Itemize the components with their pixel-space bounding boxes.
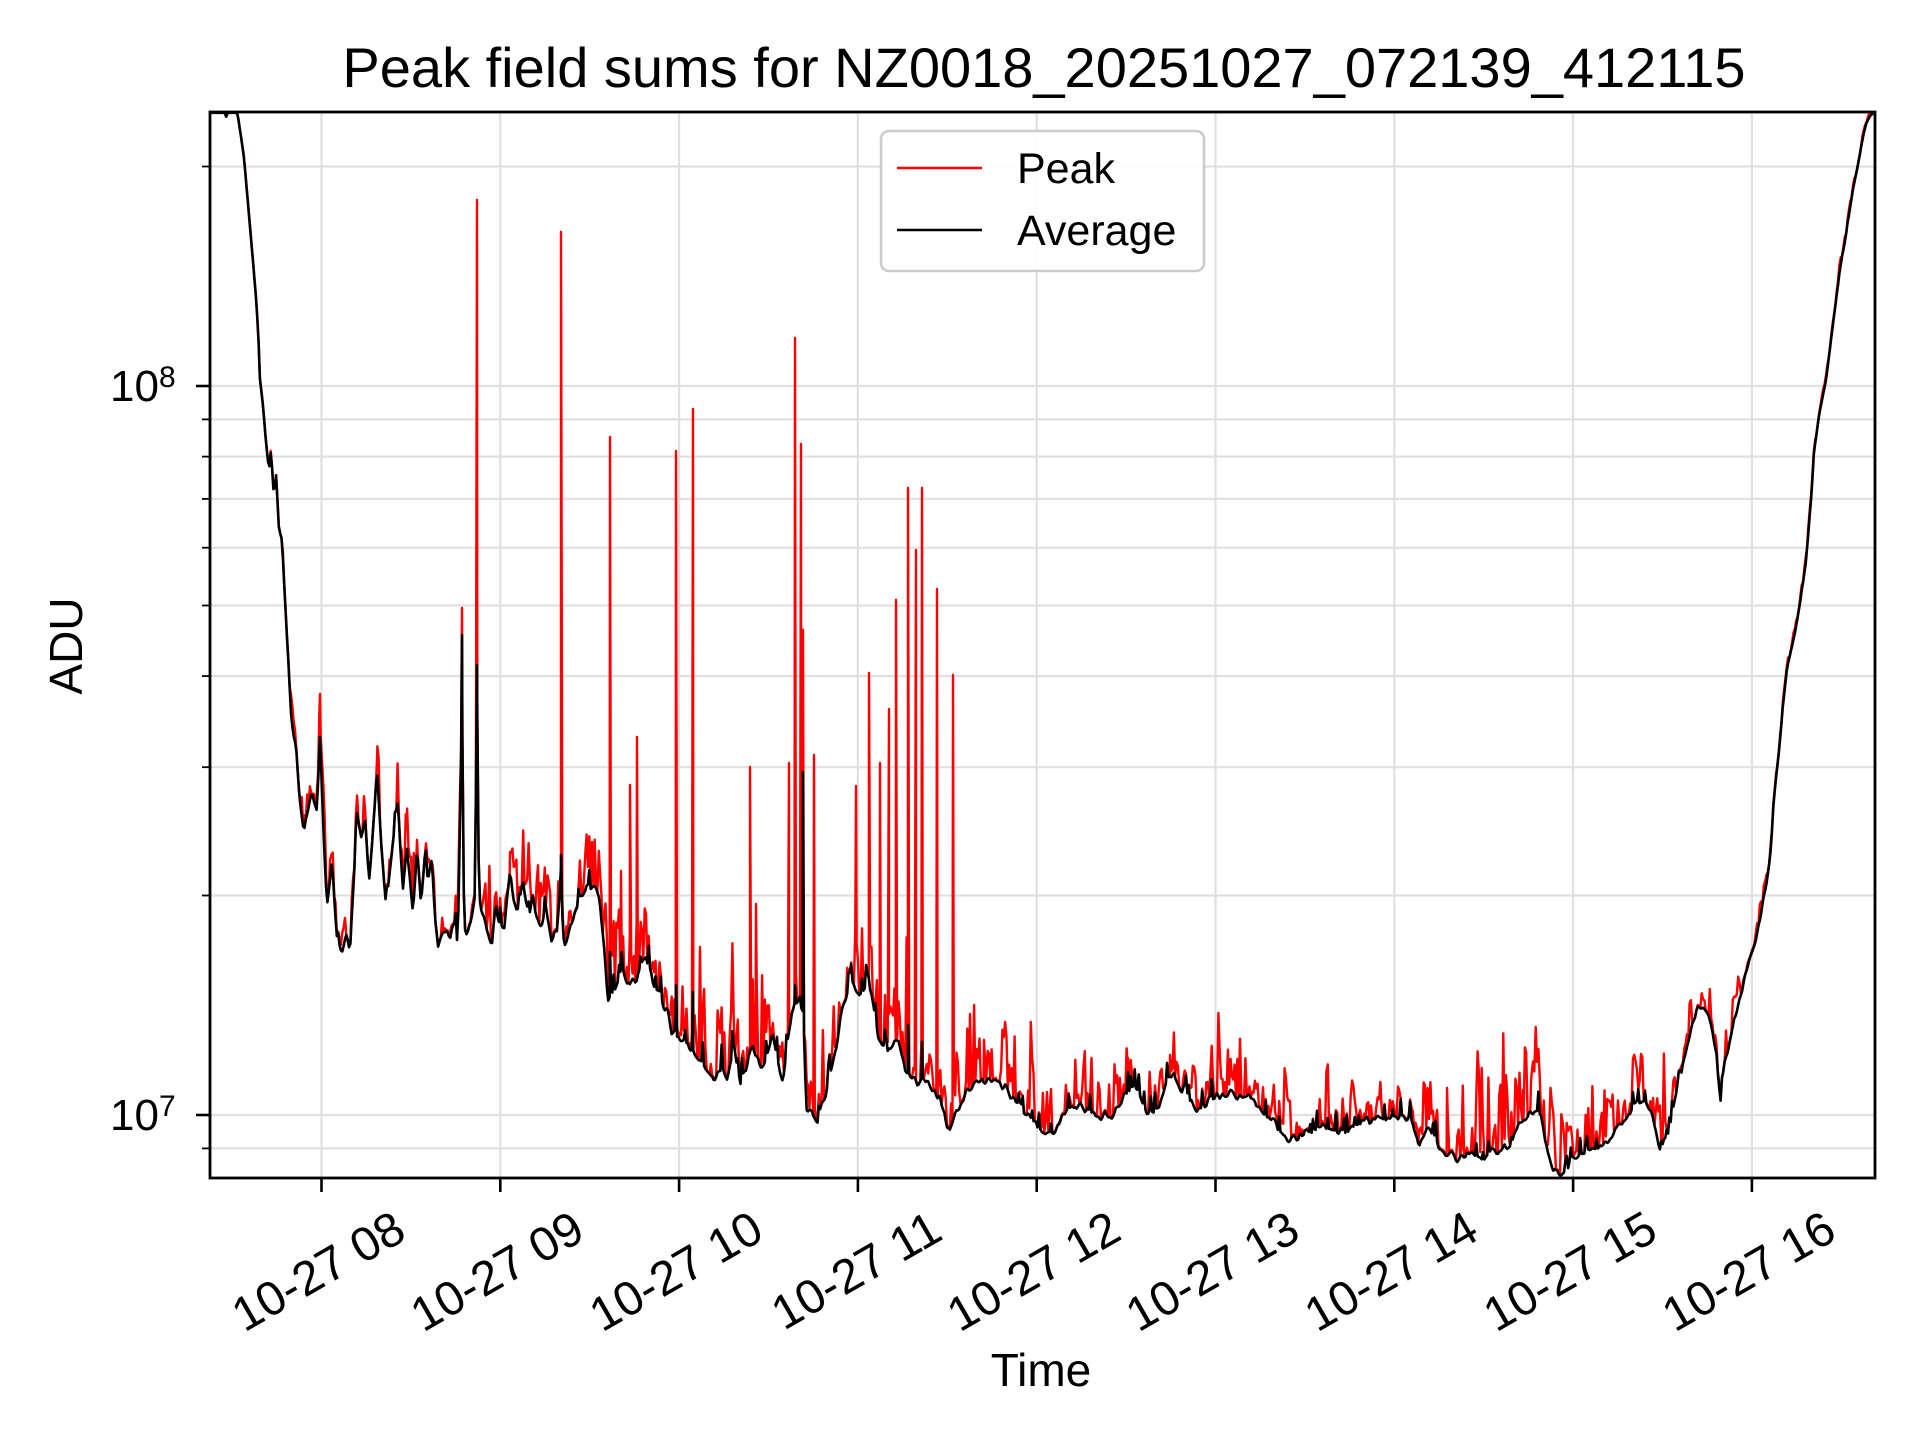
svg-text:ADU: ADU (40, 597, 92, 694)
svg-text:Time: Time (991, 1344, 1092, 1396)
svg-text:Peak field sums for NZ0018_202: Peak field sums for NZ0018_20251027_0721… (342, 36, 1745, 99)
svg-text:Peak: Peak (1017, 145, 1116, 193)
svg-text:Average: Average (1017, 207, 1176, 255)
